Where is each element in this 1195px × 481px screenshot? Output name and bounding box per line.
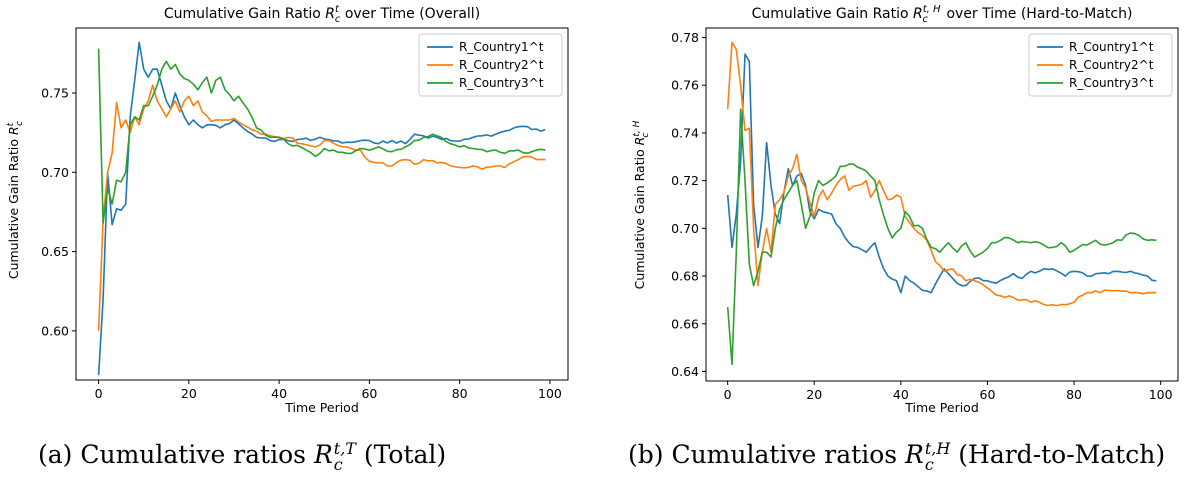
x-tick-label: 100 bbox=[1149, 387, 1173, 402]
x-tick-label: 20 bbox=[806, 387, 822, 402]
legend bbox=[418, 33, 563, 97]
y-tick-label: 0.70 bbox=[41, 165, 69, 180]
x-tick-label: 80 bbox=[1066, 387, 1082, 402]
x-axis-label: Time Period bbox=[284, 400, 359, 415]
x-tick-label: 0 bbox=[95, 386, 103, 401]
x-tick-label: 40 bbox=[893, 387, 909, 402]
chart-overall: Cumulative Gain Ratio Rt c over Time (Ove… bbox=[6, 4, 569, 415]
x-axis-label: Time Period bbox=[904, 400, 979, 415]
y-tick-label: 0.68 bbox=[671, 269, 699, 284]
series-line-country2 bbox=[726, 41, 1157, 307]
legend-label-country3: R_Country3^t bbox=[1069, 76, 1154, 90]
plot-frame bbox=[705, 27, 1179, 382]
chart-panel-overall: Cumulative Gain Ratio Rt c over Time (Ove… bbox=[0, 0, 590, 481]
series-line-country3 bbox=[97, 48, 546, 224]
plot-area: 0 20 40 60 80 100 0.60 0.65 0.70 0.75 R_Country1^t… bbox=[41, 27, 569, 401]
legend-label-country2: R_Country2^t bbox=[459, 58, 544, 72]
x-tick-label: 100 bbox=[538, 386, 562, 401]
x-tick-label: 0 bbox=[724, 387, 732, 402]
series-line-country3 bbox=[726, 108, 1157, 366]
plot-area: 0 20 40 60 80 100 0.64 0.66 0.68 0.70 0.72 0.74 0.76… bbox=[671, 27, 1179, 402]
legend-label-country1: R_Country1^t bbox=[1069, 40, 1154, 54]
y-tick-label: 0.74 bbox=[671, 125, 699, 140]
y-tick-label: 0.65 bbox=[41, 244, 69, 259]
y-tick-label: 0.66 bbox=[671, 316, 699, 331]
y-tick-label: 0.70 bbox=[671, 221, 699, 236]
x-tick-label: 20 bbox=[181, 386, 197, 401]
x-tick-label: 60 bbox=[980, 387, 996, 402]
legend-label-country1: R_Country1^t bbox=[459, 40, 544, 54]
y-tick-label: 0.64 bbox=[671, 364, 699, 379]
y-tick-label: 0.78 bbox=[671, 30, 699, 45]
legend-label-country2: R_Country2^t bbox=[1069, 58, 1154, 72]
y-tick-label: 0.75 bbox=[41, 86, 69, 101]
y-axis-label: Cumulative Gain Ratio Rt, Hc bbox=[632, 120, 651, 289]
series-line-country1 bbox=[726, 53, 1157, 294]
legend-label-country3: R_Country3^t bbox=[459, 76, 544, 90]
plot-frame bbox=[75, 27, 569, 381]
series-line-country2 bbox=[97, 84, 546, 331]
legend bbox=[1028, 33, 1173, 97]
chart-title: Cumulative Gain Ratio Rt c over Time (Ove… bbox=[164, 4, 480, 25]
y-tick-label: 0.72 bbox=[671, 173, 699, 188]
x-tick-label: 40 bbox=[271, 386, 287, 401]
y-tick-label: 0.76 bbox=[671, 78, 699, 93]
x-tick-label: 60 bbox=[361, 386, 377, 401]
series-line-country1 bbox=[97, 41, 546, 376]
x-tick-label: 80 bbox=[452, 386, 468, 401]
y-tick-label: 0.60 bbox=[41, 323, 69, 338]
y-axis-label: Cumulative Gain Ratio Rtc bbox=[6, 121, 25, 279]
